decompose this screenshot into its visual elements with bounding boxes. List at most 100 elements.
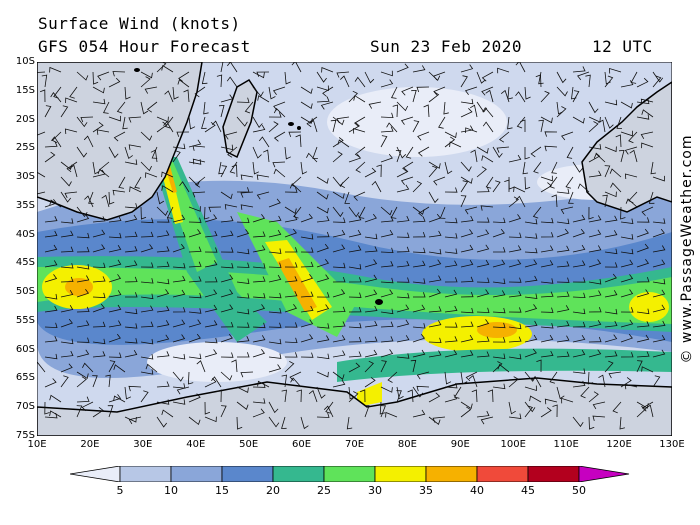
legend-swatch xyxy=(476,466,529,482)
wind-barb xyxy=(380,126,394,133)
wind-barb xyxy=(140,305,154,313)
wind-barb xyxy=(438,116,446,129)
wind-barb xyxy=(364,274,378,283)
wind-barb xyxy=(76,349,90,358)
wind-barb xyxy=(572,349,586,358)
latitude-label: 75S xyxy=(15,430,35,441)
wind-barb xyxy=(348,153,362,163)
wind-barb xyxy=(128,116,142,123)
wind-barb xyxy=(604,230,618,238)
wind-barb xyxy=(572,116,585,124)
wind-barb xyxy=(588,245,602,253)
wind-barb xyxy=(156,381,170,388)
wind-barb xyxy=(492,217,506,224)
wind-barb xyxy=(588,290,602,298)
wind-barb xyxy=(396,215,410,223)
wind-barb xyxy=(572,277,586,283)
wind-barb xyxy=(515,62,526,73)
wind-barb xyxy=(50,92,62,103)
wind-barb xyxy=(300,101,313,110)
wind-barb xyxy=(610,182,622,193)
wind-map-canvas xyxy=(37,62,672,436)
wind-barb xyxy=(380,277,394,284)
wind-barb xyxy=(480,416,494,425)
wind-barb xyxy=(44,141,58,148)
longitude-label: 10E xyxy=(27,439,47,450)
wind-barb xyxy=(561,131,574,141)
wind-barb xyxy=(620,101,633,109)
wind-barb xyxy=(460,125,474,133)
wind-barb xyxy=(252,335,266,343)
wind-barb xyxy=(263,149,270,163)
wind-barb xyxy=(588,391,599,403)
wind-barb xyxy=(252,86,264,97)
wind-barb xyxy=(124,323,138,329)
wind-barb xyxy=(240,191,254,198)
wind-barb xyxy=(332,350,346,358)
wind-barb xyxy=(76,371,89,380)
wind-barb xyxy=(156,305,170,313)
wind-barb xyxy=(124,203,138,209)
wind-barb xyxy=(444,260,458,268)
longitude-label: 110E xyxy=(553,439,579,450)
wind-barb xyxy=(289,183,302,193)
latitude-label: 15S xyxy=(15,84,35,96)
wind-barb xyxy=(380,206,393,216)
wind-barb xyxy=(188,246,202,253)
wind-barb xyxy=(348,322,362,329)
wind-barb xyxy=(652,175,665,182)
wind-barb xyxy=(620,289,634,298)
wind-barb xyxy=(150,149,158,163)
legend-swatch xyxy=(119,466,172,482)
wind-barb xyxy=(140,231,154,238)
wind-barb xyxy=(268,322,282,328)
wind-barb xyxy=(172,289,186,298)
wind-barb xyxy=(188,116,196,130)
wind-barb xyxy=(556,335,570,343)
wind-barb xyxy=(588,152,601,163)
wind-barb xyxy=(524,293,538,299)
wind-barb xyxy=(124,260,138,268)
wind-barb xyxy=(300,233,314,240)
wind-barb xyxy=(652,289,666,298)
wind-barb xyxy=(44,244,58,253)
wind-barb xyxy=(508,401,516,415)
wind-barb xyxy=(66,161,78,173)
wind-barb xyxy=(252,304,266,313)
wind-barb xyxy=(396,260,410,268)
wind-barb xyxy=(604,320,618,328)
wind-barb xyxy=(140,390,149,403)
wind-barb xyxy=(172,319,186,328)
wind-barb xyxy=(316,292,330,298)
wind-barb xyxy=(316,176,329,184)
wind-barb xyxy=(497,67,510,74)
wind-barb xyxy=(309,119,318,133)
wind-barb xyxy=(364,305,378,313)
wind-barb xyxy=(652,228,665,238)
wind-barb xyxy=(604,71,611,85)
wind-barb xyxy=(540,291,554,298)
wind-barb xyxy=(364,213,377,223)
wind-barb xyxy=(44,305,58,313)
wind-barb xyxy=(124,159,138,165)
wind-barb xyxy=(252,146,262,159)
wind-barb xyxy=(306,116,318,128)
wind-barb xyxy=(469,104,478,118)
wind-barb xyxy=(220,191,233,200)
wind-barb xyxy=(556,386,565,400)
wind-barb xyxy=(348,292,362,298)
wind-barb xyxy=(37,191,46,195)
wind-barb xyxy=(485,89,494,103)
wind-barb xyxy=(460,334,474,343)
wind-barb xyxy=(69,86,78,99)
wind-barb xyxy=(124,146,133,160)
wind-barb xyxy=(604,351,618,358)
wind-barb xyxy=(380,70,393,77)
wind-barb xyxy=(44,105,52,118)
longitude-label: 30E xyxy=(133,439,153,450)
latitude-label: 55S xyxy=(15,314,35,326)
wind-barb xyxy=(572,90,580,103)
wind-barb xyxy=(108,360,116,373)
wind-barb xyxy=(348,245,362,253)
wind-barb xyxy=(220,144,234,151)
